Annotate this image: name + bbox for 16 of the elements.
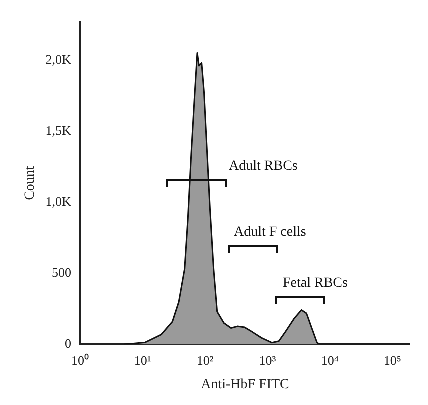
y-tick-label: 2,0K: [46, 52, 72, 67]
annotation: Fetal RBCs: [283, 276, 348, 292]
y-tick-label: 500: [52, 264, 72, 280]
x-tick-label: 10²: [196, 352, 214, 368]
y-tick-label: 1,5K: [46, 122, 72, 138]
x-tick-label: 10¹: [134, 352, 152, 368]
annotation: Adult F cells: [234, 225, 306, 241]
y-tick-label: 1,0K: [46, 194, 72, 209]
y-tick-label: 0: [64, 336, 72, 352]
x-tick-label: 10⁰: [71, 352, 90, 368]
x-tick-label: 10⁵: [384, 352, 402, 368]
y-axis-title: Count: [23, 166, 38, 200]
x-tick-label: 10³: [259, 352, 276, 368]
annotation: Adult RBCs: [229, 159, 298, 175]
x-tick-label: 10⁴: [321, 352, 340, 368]
x-axis-title: Anti-HbF FITC: [201, 377, 290, 392]
